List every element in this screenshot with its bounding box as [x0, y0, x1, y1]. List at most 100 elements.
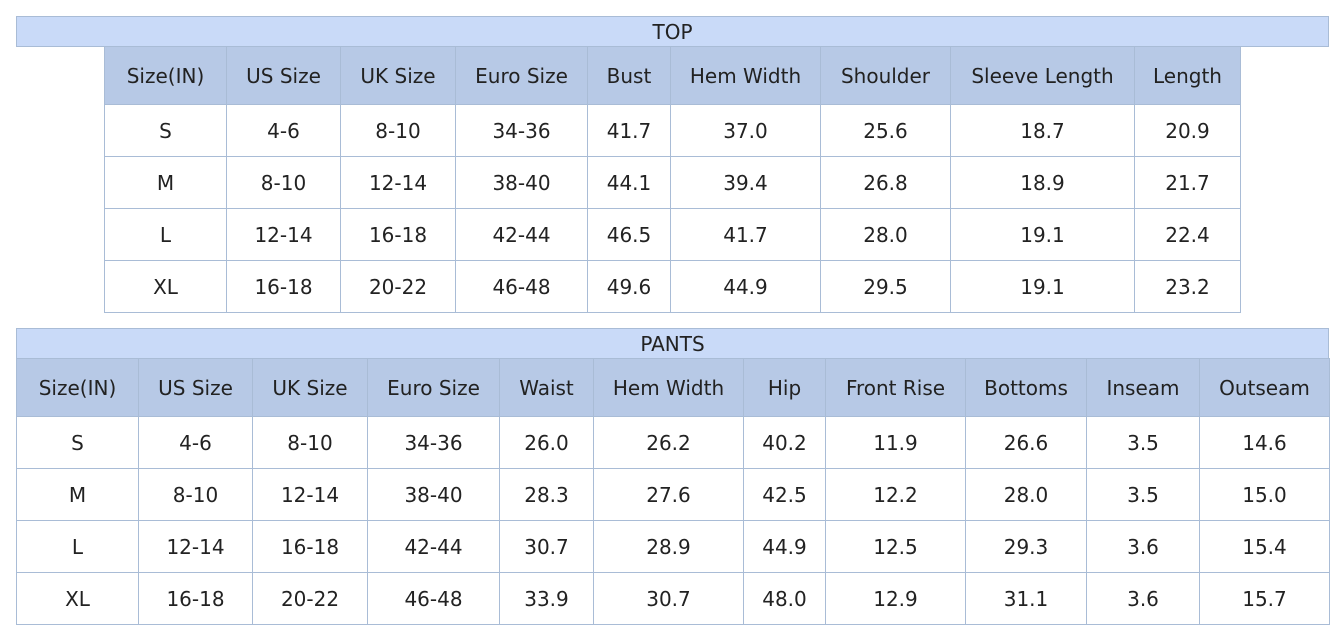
table-cell: 12-14 — [226, 208, 341, 261]
table-cell: 25.6 — [820, 104, 951, 157]
table-cell: 3.5 — [1086, 468, 1200, 521]
table-cell: 15.0 — [1199, 468, 1330, 521]
column-header: US Size — [138, 358, 253, 417]
table-cell: 18.9 — [950, 156, 1135, 209]
table-cell: 12.5 — [825, 520, 966, 573]
table-cell: 12.2 — [825, 468, 966, 521]
table-cell: 28.9 — [593, 520, 744, 573]
table-cell: 20-22 — [252, 572, 368, 625]
table-cell: 41.7 — [587, 104, 671, 157]
table-cell: L — [104, 208, 227, 261]
column-header: Bust — [587, 46, 671, 105]
column-header: Waist — [499, 358, 594, 417]
column-header: Sleeve Length — [950, 46, 1135, 105]
table-cell: 29.3 — [965, 520, 1087, 573]
table-cell: 14.6 — [1199, 416, 1330, 469]
table-cell: 34-36 — [367, 416, 500, 469]
column-header: Front Rise — [825, 358, 966, 417]
table-cell: 3.5 — [1086, 416, 1200, 469]
column-header: Euro Size — [455, 46, 588, 105]
column-header: Outseam — [1199, 358, 1330, 417]
column-header: Bottoms — [965, 358, 1087, 417]
table-cell: 12-14 — [252, 468, 368, 521]
table-cell: S — [16, 416, 139, 469]
table-cell: 49.6 — [587, 260, 671, 313]
column-header: Size(IN) — [16, 358, 139, 417]
table-cell: 46-48 — [455, 260, 588, 313]
table-cell: 26.2 — [593, 416, 744, 469]
table-cell: 41.7 — [670, 208, 821, 261]
table-cell: 20.9 — [1134, 104, 1241, 157]
table-cell: 3.6 — [1086, 572, 1200, 625]
column-header: UK Size — [252, 358, 368, 417]
table-cell: 34-36 — [455, 104, 588, 157]
table-cell: 31.1 — [965, 572, 1087, 625]
table-cell: 16-18 — [252, 520, 368, 573]
table-cell: S — [104, 104, 227, 157]
table-cell: 12.9 — [825, 572, 966, 625]
table-cell: 12-14 — [340, 156, 456, 209]
table-cell: 38-40 — [455, 156, 588, 209]
table-cell: 39.4 — [670, 156, 821, 209]
table-cell: 23.2 — [1134, 260, 1241, 313]
table-cell: 40.2 — [743, 416, 826, 469]
table-cell: 8-10 — [138, 468, 253, 521]
table-cell: 28.0 — [820, 208, 951, 261]
table-cell: 42-44 — [455, 208, 588, 261]
table-cell: 16-18 — [138, 572, 253, 625]
table-cell: 21.7 — [1134, 156, 1241, 209]
column-header: US Size — [226, 46, 341, 105]
table-cell: 8-10 — [226, 156, 341, 209]
table-cell: 30.7 — [499, 520, 594, 573]
table-cell: 12-14 — [138, 520, 253, 573]
table-cell: 4-6 — [226, 104, 341, 157]
table-cell: 44.9 — [670, 260, 821, 313]
table-cell: 28.0 — [965, 468, 1087, 521]
table-cell: 46.5 — [587, 208, 671, 261]
table-cell: 22.4 — [1134, 208, 1241, 261]
table-cell: 8-10 — [252, 416, 368, 469]
table-cell: 18.7 — [950, 104, 1135, 157]
column-header: UK Size — [340, 46, 456, 105]
column-header: Inseam — [1086, 358, 1200, 417]
column-header: Hem Width — [593, 358, 744, 417]
column-header: Hem Width — [670, 46, 821, 105]
table-cell: 16-18 — [340, 208, 456, 261]
column-header: Length — [1134, 46, 1241, 105]
table-cell: 28.3 — [499, 468, 594, 521]
column-header: Euro Size — [367, 358, 500, 417]
table-cell: 19.1 — [950, 260, 1135, 313]
table-cell: 3.6 — [1086, 520, 1200, 573]
table-cell: 38-40 — [367, 468, 500, 521]
table-cell: L — [16, 520, 139, 573]
column-header: Hip — [743, 358, 826, 417]
table-cell: 42.5 — [743, 468, 826, 521]
table-cell: XL — [104, 260, 227, 313]
section-title: PANTS — [16, 328, 1329, 359]
table-cell: 37.0 — [670, 104, 821, 157]
table-cell: 48.0 — [743, 572, 826, 625]
table-cell: 29.5 — [820, 260, 951, 313]
table-cell: 30.7 — [593, 572, 744, 625]
section-title: TOP — [16, 16, 1329, 47]
table-cell: M — [104, 156, 227, 209]
table-cell: 8-10 — [340, 104, 456, 157]
table-cell: 33.9 — [499, 572, 594, 625]
column-header: Size(IN) — [104, 46, 227, 105]
column-header: Shoulder — [820, 46, 951, 105]
table-cell: 26.8 — [820, 156, 951, 209]
table-cell: 11.9 — [825, 416, 966, 469]
table-cell: 42-44 — [367, 520, 500, 573]
table-cell: 44.1 — [587, 156, 671, 209]
table-cell: M — [16, 468, 139, 521]
table-cell: 15.7 — [1199, 572, 1330, 625]
table-cell: 27.6 — [593, 468, 744, 521]
table-cell: 15.4 — [1199, 520, 1330, 573]
table-cell: 16-18 — [226, 260, 341, 313]
table-cell: 20-22 — [340, 260, 456, 313]
table-cell: 26.0 — [499, 416, 594, 469]
table-cell: 44.9 — [743, 520, 826, 573]
table-cell: XL — [16, 572, 139, 625]
table-cell: 19.1 — [950, 208, 1135, 261]
